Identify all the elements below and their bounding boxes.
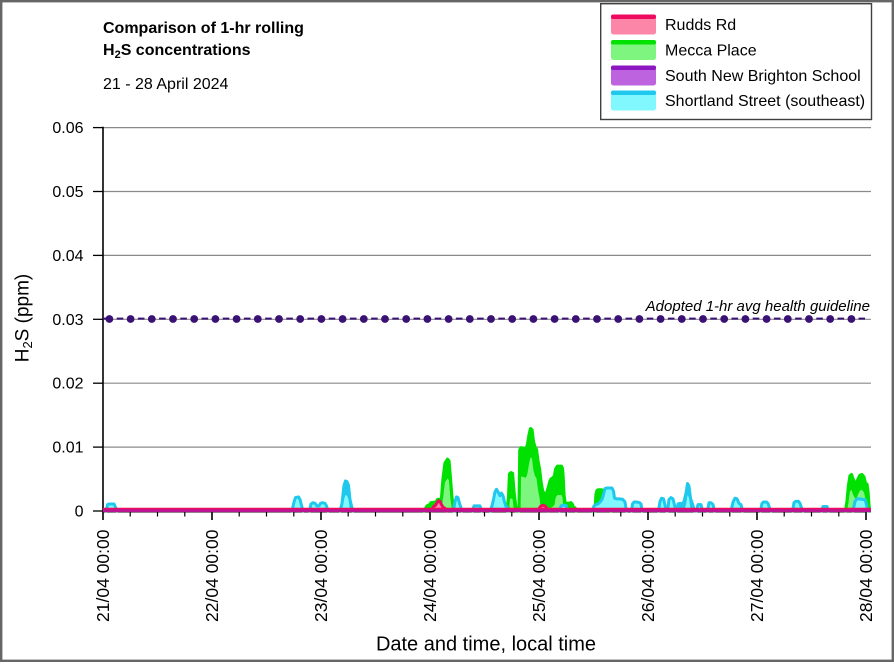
svg-text:H2S (ppm): H2S (ppm) (13, 274, 36, 363)
svg-text:25/04 00:00: 25/04 00:00 (529, 529, 549, 622)
svg-text:21/04 00:00: 21/04 00:00 (93, 529, 113, 622)
svg-text:Shortland Street (southeast): Shortland Street (southeast) (665, 93, 865, 110)
svg-text:Mecca Place: Mecca Place (665, 43, 757, 60)
svg-text:28/04 00:00: 28/04 00:00 (856, 529, 876, 622)
svg-text:26/04 00:00: 26/04 00:00 (638, 529, 658, 622)
svg-text:27/04 00:00: 27/04 00:00 (747, 529, 767, 622)
svg-text:Rudds Rd: Rudds Rd (665, 17, 736, 34)
svg-text:0.06: 0.06 (52, 120, 83, 137)
svg-text:24/04 00:00: 24/04 00:00 (420, 529, 440, 622)
svg-text:0.03: 0.03 (52, 312, 83, 329)
svg-text:22/04 00:00: 22/04 00:00 (202, 529, 222, 622)
svg-text:H2S concentrations: H2S concentrations (103, 42, 251, 61)
svg-text:0.04: 0.04 (52, 248, 83, 265)
svg-text:23/04 00:00: 23/04 00:00 (311, 529, 331, 622)
svg-text:Date and time, local time: Date and time, local time (376, 634, 596, 656)
svg-text:0.05: 0.05 (52, 184, 83, 201)
svg-text:Adopted 1-hr avg health guidel: Adopted 1-hr avg health guideline (645, 298, 870, 315)
svg-text:0: 0 (75, 504, 84, 521)
svg-text:0.01: 0.01 (52, 440, 83, 457)
svg-text:21 - 28 April 2024: 21 - 28 April 2024 (103, 76, 229, 93)
svg-text:0.02: 0.02 (52, 376, 83, 393)
svg-text:Comparison of 1-hr rolling: Comparison of 1-hr rolling (103, 20, 304, 37)
svg-text:South New Brighton School: South New Brighton School (665, 68, 861, 85)
